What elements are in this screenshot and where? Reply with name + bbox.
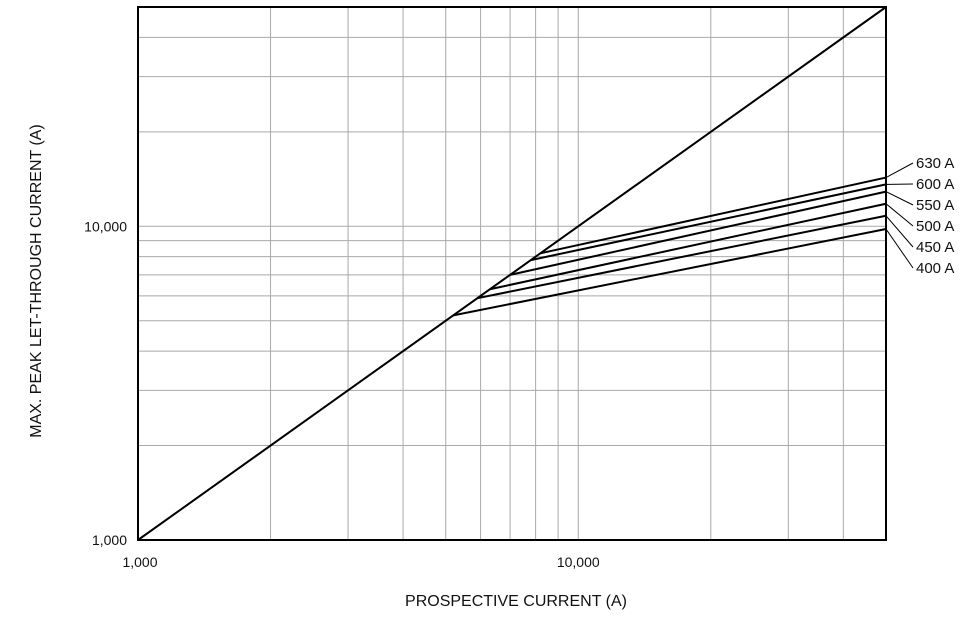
series-leader-line — [885, 162, 914, 178]
series-leader-line — [885, 215, 914, 248]
series-label: 550 A — [916, 197, 954, 214]
series-label: 500 A — [916, 218, 954, 235]
x-tick-label: 1,000 — [122, 554, 157, 570]
y-tick-labels: 1,000 10,000 — [84, 218, 127, 548]
series-leader-line — [885, 228, 914, 269]
series-labels: 630 A 600 A 550 A 500 A 450 A 400 A — [885, 155, 954, 277]
plot-frame — [137, 6, 887, 541]
series-line — [489, 202, 887, 291]
series-line — [540, 176, 887, 255]
series-label: 400 A — [916, 260, 954, 277]
y-tick-label: 10,000 — [84, 218, 127, 234]
series-label: 450 A — [916, 239, 954, 256]
x-tick-labels: 1,000 10,000 — [122, 554, 599, 570]
series-line — [453, 228, 887, 317]
series-line — [509, 190, 887, 276]
x-tick-label: 10,000 — [557, 554, 600, 570]
x-axis-title: PROSPECTIVE CURRENT (A) — [405, 593, 627, 610]
y-axis-title: MAX. PEAK LET-THROUGH CURRENT (A) — [28, 124, 45, 438]
line-layer — [137, 6, 887, 541]
series-line — [477, 214, 887, 300]
y-tick-label: 1,000 — [92, 532, 127, 548]
series-leader-line — [885, 191, 914, 206]
series-leader-line — [885, 203, 914, 227]
series-label: 630 A — [916, 155, 954, 172]
series-line — [530, 183, 887, 262]
series-label: 600 A — [916, 176, 954, 193]
